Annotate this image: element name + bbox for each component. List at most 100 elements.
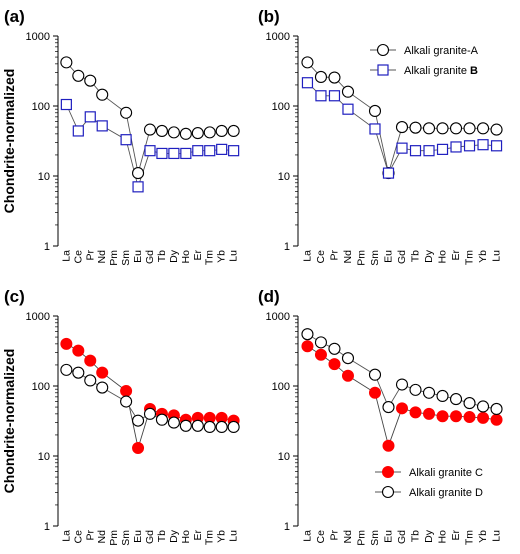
y-tick-label: 1000 — [26, 31, 50, 43]
x-tick-label: Tb — [156, 250, 168, 262]
data-point-open-circle — [314, 336, 328, 349]
data-point-open-circle — [215, 420, 228, 434]
data-point-open-circle — [167, 126, 180, 139]
x-tick-label: La — [301, 250, 313, 262]
data-point-filled-circle — [423, 407, 436, 420]
legend: Alkali granite-A Alkali granite B — [370, 43, 479, 77]
data-point-square — [450, 141, 462, 153]
x-tick-label: Gd — [144, 250, 156, 264]
data-point-filled-circle — [477, 411, 490, 424]
x-tick-label: Yb — [216, 530, 228, 543]
y-tick-label: 1 — [284, 521, 290, 533]
data-point-square — [490, 140, 503, 152]
y-tick-label: 1 — [44, 521, 50, 533]
x-tick-label: Lu — [491, 250, 503, 262]
x-tick-label: Yb — [477, 530, 489, 543]
data-point-filled-circle — [463, 411, 476, 424]
data-point-open-circle — [463, 397, 476, 410]
data-point-square — [60, 98, 72, 111]
data-point-open-circle — [84, 74, 97, 87]
data-point-open-circle — [96, 88, 109, 101]
x-tick-label: Tb — [156, 530, 168, 542]
x-tick-label: Nd — [96, 250, 108, 264]
x-tick-label: Sm — [120, 530, 132, 546]
data-point-square — [204, 145, 216, 157]
data-point-open-circle — [60, 363, 73, 376]
data-point-open-circle — [132, 414, 145, 427]
data-point-open-circle — [227, 124, 240, 138]
x-tick-label: Yb — [477, 250, 489, 263]
x-tick-label: Dy — [168, 249, 180, 263]
x-tick-label: Lu — [228, 530, 240, 542]
legend-label: Alkali granite D — [409, 487, 483, 499]
y-tick-label: 100 — [272, 381, 290, 393]
x-tick-label: Eu — [382, 250, 394, 263]
data-point-square — [216, 143, 228, 155]
x-tick-label: Gd — [396, 530, 408, 544]
data-point-filled-circle — [314, 348, 327, 361]
data-point-filled-circle — [450, 410, 463, 423]
x-tick-label: Sm — [369, 530, 381, 546]
y-tick-label: 100 — [272, 101, 290, 113]
x-tick-label: Dy — [423, 529, 435, 543]
x-tick-label: Gd — [144, 530, 156, 544]
data-point-filled-circle — [72, 344, 85, 357]
data-point-filled-circle — [328, 358, 341, 371]
data-point-square — [156, 147, 168, 160]
data-point-open-circle — [72, 366, 85, 379]
data-point-square — [301, 77, 314, 89]
data-point-square — [144, 145, 156, 157]
data-point-open-circle — [167, 416, 180, 429]
x-tick-label: Er — [450, 529, 462, 540]
x-tick-label: Pm — [355, 250, 367, 266]
data-point-square — [396, 142, 408, 154]
data-point-open-circle — [449, 122, 463, 135]
data-point-square — [180, 147, 192, 160]
data-point-open-circle — [328, 71, 341, 84]
x-tick-label: Ho — [437, 530, 449, 544]
legend-label: Alkali granite-A — [404, 45, 479, 57]
data-point-square — [436, 143, 449, 155]
data-point-square — [423, 145, 435, 157]
x-tick-label: Tb — [410, 250, 422, 262]
data-point-open-circle — [368, 104, 382, 117]
y-tick-label: 10 — [278, 451, 290, 463]
chart-panel-c: (c) Chondrite-normalized 1 10 100 1000 La Ce Pr N… — [1, 287, 240, 546]
x-tick-label: Pm — [108, 250, 120, 266]
data-point-filled-circle — [368, 386, 381, 399]
data-point-square — [369, 123, 381, 135]
legend-label: Alkali granite C — [409, 467, 483, 479]
data-point-open-circle — [490, 123, 503, 136]
data-point-filled-circle — [60, 337, 73, 350]
y-tick-label: 100 — [32, 381, 50, 393]
data-point-square — [192, 145, 204, 157]
data-point-open-circle — [328, 342, 341, 355]
legend-marker — [376, 43, 390, 57]
data-point-open-circle — [314, 70, 328, 84]
data-point-open-circle — [120, 106, 133, 119]
data-point-filled-circle — [84, 354, 97, 367]
data-point-filled-circle — [409, 406, 422, 419]
data-point-square — [342, 103, 354, 115]
y-tick-label: 100 — [32, 101, 50, 113]
x-tick-label: Nd — [342, 530, 354, 544]
chart-panel-a: (a) Chondrite-normalized 1 10 100 1000 La Ce Pr N… — [1, 7, 240, 266]
legend-label: Alkali granite B — [404, 65, 478, 77]
legend-marker — [382, 466, 394, 478]
panel-label: (d) — [258, 287, 280, 306]
panel-label: (a) — [4, 7, 25, 26]
data-point-filled-circle — [132, 442, 145, 455]
data-point-open-circle — [449, 393, 463, 406]
data-point-open-circle — [382, 401, 395, 414]
data-point-open-circle — [203, 126, 216, 139]
data-point-open-circle — [84, 374, 97, 387]
data-point-square — [477, 139, 489, 151]
data-point-open-circle — [215, 124, 228, 138]
data-point-open-circle — [191, 419, 204, 432]
x-tick-label: Gd — [396, 250, 408, 264]
x-tick-label: Ce — [72, 250, 84, 264]
legend: Alkali granite C Alkali granite D — [375, 466, 483, 499]
data-point-square — [96, 120, 108, 132]
x-tick-label: La — [60, 530, 72, 542]
x-tick-label: Pm — [355, 530, 367, 546]
